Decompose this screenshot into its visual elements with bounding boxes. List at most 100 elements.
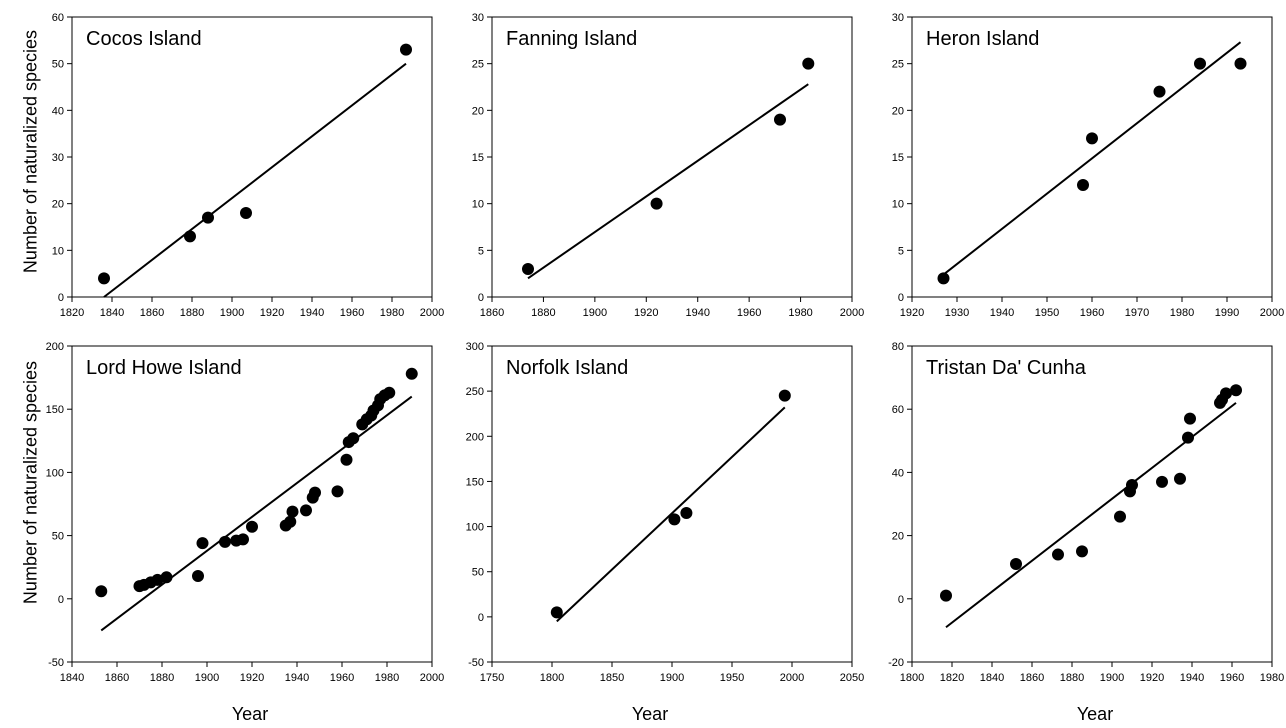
panel-3: 1840 1860 1880 1900 1920 1940 1960 1980 2000 -50 0… — [46, 341, 445, 684]
y-tick-label: 30 — [472, 12, 484, 24]
data-point — [1156, 475, 1168, 488]
data-point — [219, 535, 231, 548]
panel-1: 1860 1880 1900 1920 1940 1960 1980 2000 0 5 10 15 20… — [472, 12, 864, 319]
data-point — [778, 389, 791, 402]
y-tick-label: 150 — [466, 476, 484, 488]
panel-title: Fanning Island — [506, 28, 637, 50]
y-axis-label-bottom: Number of naturalized species — [20, 360, 41, 605]
x-tick-label: 1900 — [195, 672, 219, 684]
x-tick-label: 1980 — [375, 672, 399, 684]
x-tick-label: 1920 — [240, 672, 264, 684]
x-axis-label-right: Year — [1076, 704, 1114, 724]
y-tick-label: 10 — [472, 199, 484, 211]
data-point — [240, 207, 252, 219]
plot-frame — [71, 345, 433, 663]
data-point — [522, 263, 534, 275]
y-tick-label: -50 — [48, 657, 64, 669]
panel-title: Heron Island — [926, 28, 1039, 50]
x-tick-label: 1880 — [531, 307, 555, 319]
data-point — [300, 504, 312, 517]
data-point — [160, 571, 173, 584]
data-point — [192, 570, 204, 583]
y-tick-label: 20 — [472, 105, 484, 117]
x-tick-label: 1980 — [1260, 672, 1284, 684]
x-tick-label: 1960 — [330, 672, 354, 684]
data-point — [284, 515, 297, 528]
x-tick-label: 1900 — [220, 307, 244, 319]
plot-frame — [491, 345, 853, 663]
x-tick-label: 1980 — [380, 307, 404, 319]
x-tick-label: 1820 — [60, 307, 84, 319]
y-tick-label: 30 — [52, 152, 64, 164]
y-tick-label: 0 — [478, 292, 484, 304]
y-tick-label: 5 — [898, 245, 904, 257]
y-tick-label: 100 — [46, 467, 64, 479]
panel-title: Cocos Island — [86, 28, 202, 50]
y-tick-label: 5 — [478, 245, 484, 257]
y-tick-label: 150 — [46, 404, 64, 416]
data-point — [383, 386, 396, 399]
x-tick-label: 1960 — [1220, 672, 1244, 684]
y-tick-label: 250 — [466, 386, 484, 398]
x-tick-label: 1970 — [1125, 307, 1149, 319]
y-tick-label: 80 — [892, 341, 904, 353]
x-tick-label: 1860 — [1020, 672, 1044, 684]
y-tick-label: 10 — [52, 245, 64, 257]
data-point — [1194, 57, 1206, 70]
x-tick-label: 1880 — [180, 307, 204, 319]
data-point — [802, 57, 815, 70]
data-point — [1153, 85, 1166, 98]
plot-frame — [491, 16, 853, 298]
x-tick-label: 1920 — [634, 307, 658, 319]
x-axis-label-middle: Year — [631, 704, 669, 724]
data-point — [1010, 558, 1022, 571]
data-point — [95, 585, 108, 598]
data-point — [151, 573, 164, 586]
panel-5: 1800 1820 1840 1860 1880 1900 1920 1940 1960 1980… — [888, 341, 1284, 684]
y-tick-label: 60 — [892, 404, 904, 416]
panel-2: 1920 1930 1940 1950 1960 1970 1980 1990 2000 0 5 10… — [892, 12, 1284, 319]
data-point — [550, 606, 563, 619]
x-tick-label: 1840 — [100, 307, 124, 319]
y-tick-label: 50 — [472, 567, 484, 579]
y-tick-label: 15 — [892, 152, 904, 164]
x-tick-label: 2000 — [780, 672, 804, 684]
x-tick-label: 1980 — [1170, 307, 1194, 319]
regression-line — [527, 83, 809, 280]
y-tick-label: 200 — [466, 431, 484, 443]
y-tick-label: 50 — [52, 59, 64, 71]
data-point — [1220, 387, 1232, 400]
x-tick-label: 1800 — [900, 672, 924, 684]
y-tick-label: 50 — [52, 531, 64, 543]
y-tick-label: -50 — [468, 657, 484, 669]
x-tick-label: 1960 — [737, 307, 761, 319]
data-point — [1052, 548, 1064, 561]
y-tick-label: 0 — [898, 292, 904, 304]
x-tick-label: 2000 — [420, 307, 444, 319]
regression-line — [100, 395, 413, 632]
data-point — [405, 367, 418, 380]
x-tick-label: 1940 — [1180, 672, 1204, 684]
regression-line — [942, 41, 1242, 276]
data-point — [1234, 57, 1247, 70]
data-point — [309, 486, 321, 499]
x-tick-label: 1840 — [60, 672, 84, 684]
x-tick-label: 1880 — [150, 672, 174, 684]
x-tick-label: 1990 — [1215, 307, 1239, 319]
x-tick-label: 1860 — [480, 307, 504, 319]
x-tick-label: 2050 — [840, 672, 864, 684]
x-tick-label: 1960 — [340, 307, 364, 319]
x-tick-label: 1940 — [685, 307, 709, 319]
regression-line — [103, 62, 407, 298]
data-point — [668, 513, 681, 526]
data-point — [340, 453, 353, 466]
y-tick-label: 15 — [472, 152, 484, 164]
data-point — [246, 520, 258, 533]
data-point — [202, 211, 214, 224]
data-point — [1230, 384, 1242, 397]
data-point — [1076, 545, 1088, 558]
data-point — [196, 537, 209, 550]
plot-frame — [911, 345, 1273, 663]
data-point — [184, 230, 196, 243]
y-tick-label: 200 — [46, 341, 64, 353]
